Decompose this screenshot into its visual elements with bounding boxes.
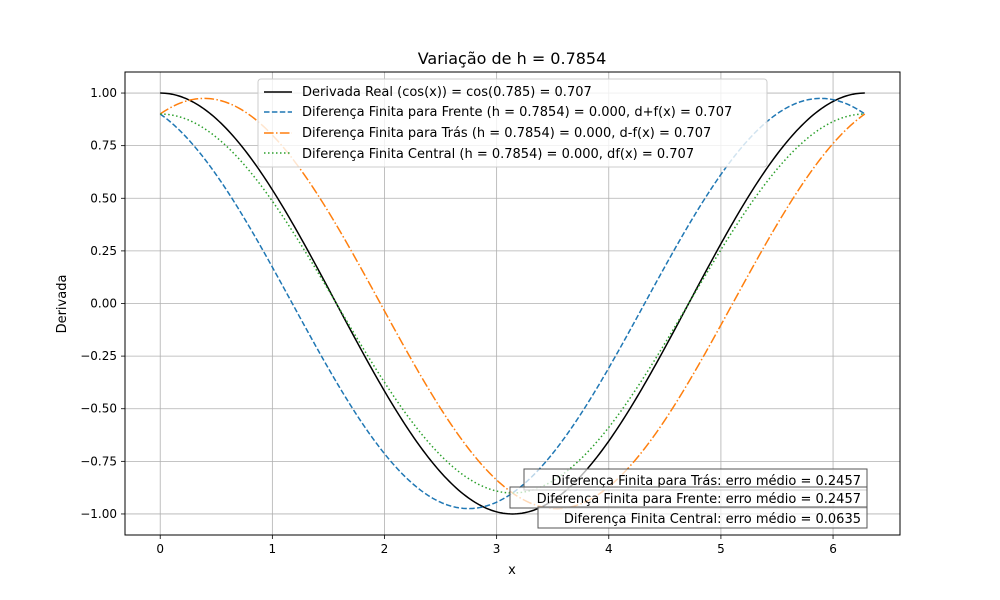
y-tick-label: 0.00 bbox=[90, 297, 117, 311]
series-line-central bbox=[160, 113, 865, 494]
x-tick-label: 5 bbox=[717, 542, 725, 556]
x-tick-label: 2 bbox=[381, 542, 389, 556]
legend-label-forward: Diferença Finita para Frente (h = 0.7854… bbox=[302, 105, 732, 120]
x-tick-label: 3 bbox=[493, 542, 501, 556]
x-axis-label: x bbox=[508, 563, 516, 578]
y-tick-label: −0.50 bbox=[80, 402, 117, 416]
annotation-backward-error: Diferença Finita para Trás: erro médio =… bbox=[551, 474, 861, 489]
annotation-central-error: Diferença Finita Central: erro médio = 0… bbox=[564, 512, 861, 527]
axis-ticks: 0 1 2 3 4 5 6 −1.00 −0.75 −0.50 −0.25 0.00 0.25 0.50 0… bbox=[80, 86, 837, 556]
y-tick-label: 0.25 bbox=[90, 244, 117, 258]
annotation-forward-error: Diferença Finita para Frente: erro médio… bbox=[537, 492, 861, 507]
series-line-forward bbox=[159, 97, 866, 510]
chart-title: Variação de h = 0.7854 bbox=[418, 49, 607, 68]
legend-label-real: Derivada Real (cos(x)) = cos(0.785) = 0.… bbox=[302, 85, 592, 100]
y-tick-label: −1.00 bbox=[80, 507, 117, 521]
y-tick-label: −0.25 bbox=[80, 349, 117, 363]
y-tick-label: 0.75 bbox=[90, 139, 117, 153]
y-tick-label: 0.50 bbox=[90, 191, 117, 205]
error-annotations: Diferença Finita para Trás: erro médio =… bbox=[509, 468, 868, 529]
legend-label-backward: Diferença Finita para Trás (h = 0.7854) … bbox=[302, 126, 711, 141]
annotation-box-central bbox=[537, 506, 868, 529]
x-tick-label: 0 bbox=[156, 542, 164, 556]
legend-box bbox=[257, 78, 768, 168]
x-tick-label: 1 bbox=[269, 542, 277, 556]
y-axis-label: Derivada bbox=[55, 275, 70, 334]
x-tick-label: 6 bbox=[829, 542, 837, 556]
legend-label-central: Diferença Finita Central (h = 0.7854) = … bbox=[302, 147, 694, 162]
legend: Derivada Real (cos(x)) = cos(0.785) = 0.… bbox=[257, 78, 768, 168]
y-tick-label: 1.00 bbox=[90, 86, 117, 100]
y-tick-label: −0.75 bbox=[80, 454, 117, 468]
x-tick-label: 4 bbox=[605, 542, 613, 556]
series-line-real bbox=[160, 92, 865, 515]
